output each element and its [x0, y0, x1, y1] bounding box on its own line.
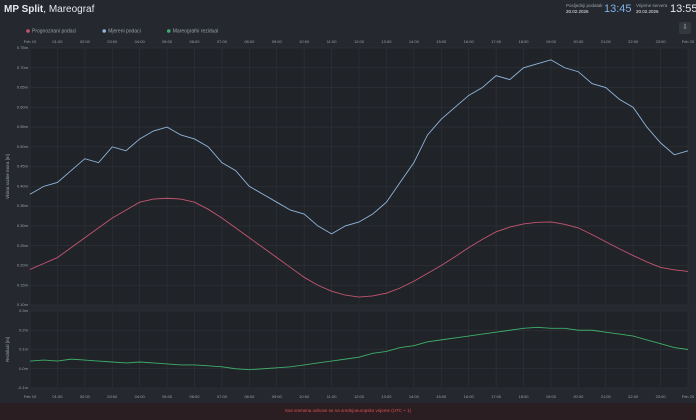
x-tick-label: 22:00 [628, 394, 639, 399]
x-tick-label: 23:00 [656, 39, 667, 44]
legend-label: Prognozirani podaci [32, 29, 76, 35]
series-line [29, 326, 689, 371]
y-tick-label: 0.65m [17, 85, 29, 90]
x-tick-label: 14:00 [409, 39, 420, 44]
legend-marker [102, 29, 107, 33]
x-tick-label: 08:00 [244, 394, 255, 399]
title-rest: , Mareograf [43, 4, 95, 15]
x-tick-label: 14:00 [409, 394, 420, 399]
x-tick-label: 18:00 [518, 394, 529, 399]
x-tick-label: Feb 20 [682, 394, 695, 399]
y-tick-label: 0.1m [19, 347, 29, 352]
y-tick-label: 0.25m [17, 243, 29, 248]
y-tick-label: 0.40m [17, 183, 29, 188]
x-tick-label: 11:00 [327, 394, 337, 399]
x-tick-label: 04:00 [135, 39, 146, 44]
last-label: Posljednji podatak [566, 3, 603, 8]
y-tick-label: 0.30m [17, 223, 29, 228]
x-tick-label: 12:00 [354, 39, 365, 44]
x-tick-label: 05:00 [162, 39, 173, 44]
last-date: 20.02.2026 [566, 9, 589, 14]
x-tick-label: 13:00 [381, 39, 392, 44]
x-tick-label: 02:00 [80, 394, 91, 399]
legend-marker [166, 29, 171, 33]
x-tick-label: 16:00 [464, 394, 475, 399]
x-tick-label: 17:00 [491, 39, 502, 44]
legend-label: Mareografni rezidual [173, 29, 219, 35]
x-tick-label: 04:00 [135, 394, 146, 399]
y-axis-label: Rezidual [m] [5, 337, 10, 362]
x-tick-label: 11:00 [327, 39, 337, 44]
y-tick-label: 0.70m [17, 65, 29, 70]
download-button[interactable]: ⇩ [679, 22, 691, 34]
x-tick-label: Feb 19 [24, 394, 37, 399]
legend-marker [26, 29, 30, 33]
x-tick-label: 06:00 [189, 394, 200, 399]
y-tick-label: 0.50m [17, 144, 29, 149]
x-tick-label: 17:00 [491, 394, 502, 399]
y-tick-label: 0.0m [19, 366, 29, 371]
x-tick-label: 02:00 [80, 39, 91, 44]
x-tick-label: 05:00 [162, 394, 173, 399]
server-label: Vrijeme servera [636, 3, 668, 8]
y-tick-label: 0.3m [19, 308, 29, 313]
x-tick-label: 16:00 [464, 39, 475, 44]
y-tick-label: 0.45m [17, 164, 29, 169]
x-tick-label: 06:00 [189, 39, 200, 44]
x-tick-label: 15:00 [436, 39, 447, 44]
page-title: MP Split, Mareograf [4, 4, 94, 15]
last-time: 13:45 [604, 3, 632, 15]
x-tick-label: 01:00 [52, 39, 63, 44]
y-tick-label: 0.75m [17, 45, 29, 50]
x-tick-label: Feb 19 [24, 39, 37, 44]
x-tick-label: 20:00 [573, 394, 584, 399]
x-tick-label: Feb 20 [682, 39, 695, 44]
server-time: 13:55 [670, 3, 696, 15]
legend-label: Mjereni podaci [108, 29, 141, 35]
y-tick-label: 0.20m [17, 263, 29, 268]
x-tick-label: 22:00 [628, 39, 639, 44]
y-tick-label: 0.2m [19, 327, 29, 332]
x-tick-label: 10:00 [299, 39, 310, 44]
x-tick-label: 01:00 [52, 394, 63, 399]
x-tick-label: 13:00 [381, 394, 392, 399]
x-tick-label: 20:00 [573, 39, 584, 44]
x-tick-label: 19:00 [546, 394, 557, 399]
footer-bar [0, 403, 696, 420]
y-tick-label: 0.35m [17, 203, 29, 208]
x-tick-label: 15:00 [436, 394, 447, 399]
footer-note: Sva vremena odnose se na srednjoeuropsko… [284, 408, 412, 413]
x-tick-label: 09:00 [272, 39, 283, 44]
x-tick-label: 19:00 [546, 39, 557, 44]
x-tick-label: 23:00 [656, 394, 667, 399]
title-bold: MP Split [4, 4, 44, 15]
x-tick-label: 09:00 [272, 394, 283, 399]
x-tick-label: 21:00 [601, 39, 612, 44]
y-tick-label: 0.55m [17, 124, 29, 129]
x-tick-label: 08:00 [244, 39, 255, 44]
y-tick-label: -0.1m [18, 385, 29, 390]
x-tick-label: 21:00 [601, 394, 612, 399]
y-tick-label: 0.10m [17, 302, 29, 307]
series-line [29, 59, 689, 235]
series-line [29, 197, 689, 298]
x-tick-label: 07:00 [217, 39, 228, 44]
x-tick-label: 03:00 [107, 394, 118, 399]
y-tick-label: 0.60m [17, 104, 29, 109]
x-tick-label: 03:00 [107, 39, 118, 44]
x-tick-label: 18:00 [518, 39, 529, 44]
x-tick-label: 12:00 [354, 394, 365, 399]
y-axis-label: Visina razine mora [m] [5, 154, 10, 199]
x-tick-label: 07:00 [217, 394, 228, 399]
x-tick-label: 10:00 [299, 394, 310, 399]
server-date: 20.02.2026 [636, 9, 659, 14]
y-tick-label: 0.15m [17, 282, 29, 287]
